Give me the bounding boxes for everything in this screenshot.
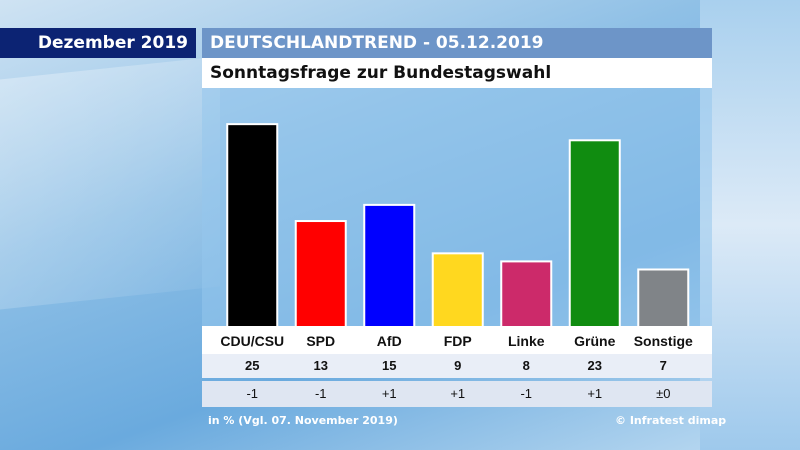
bar-fdp xyxy=(431,252,484,338)
change-label: +1 xyxy=(381,386,397,401)
value-label: 8 xyxy=(522,358,530,373)
change-label: ±0 xyxy=(656,386,671,401)
change-label: +1 xyxy=(450,386,466,401)
change-label: -1 xyxy=(520,386,533,401)
party-label: Sonstige xyxy=(633,333,693,349)
change-row: -1 -1 +1 +1 -1 +1 ±0 xyxy=(202,381,712,407)
party-label: AfD xyxy=(376,333,402,349)
bar-sonstige xyxy=(637,268,690,338)
bar-linke xyxy=(500,260,553,338)
party-label: FDP xyxy=(443,333,472,349)
party-label-row: CDU/CSU SPD AfD FDP Linke Grüne Sonstige xyxy=(202,326,712,354)
change-label: -1 xyxy=(246,386,259,401)
change-label: -1 xyxy=(314,386,327,401)
party-label: SPD xyxy=(306,333,336,349)
value-label: 25 xyxy=(245,358,260,373)
background-right-panel xyxy=(700,0,800,450)
value-label: 13 xyxy=(313,358,328,373)
value-label: 15 xyxy=(382,358,397,373)
page-title: DEUTSCHLANDTREND - 05.12.2019 xyxy=(202,28,712,58)
change-label: +1 xyxy=(587,386,603,401)
party-label: CDU/CSU xyxy=(220,333,285,349)
value-row: 25 13 15 9 8 23 7 xyxy=(202,354,712,378)
bar-chart xyxy=(226,123,690,338)
chart-subtitle: Sonntagsfrage zur Bundestagswahl xyxy=(202,58,712,88)
footnote: in % (Vgl. 07. November 2019) xyxy=(208,414,398,427)
results-table: CDU/CSU SPD AfD FDP Linke Grüne Sonstige… xyxy=(202,326,712,407)
party-label: Linke xyxy=(507,333,545,349)
date-label: Dezember 2019 xyxy=(0,28,196,58)
bar-cdu-csu xyxy=(226,123,279,338)
bar-spd xyxy=(294,220,347,338)
value-label: 9 xyxy=(454,358,462,373)
source-credit: © Infratest dimap xyxy=(615,414,727,427)
bar-afd xyxy=(363,203,416,338)
value-label: 23 xyxy=(587,358,602,373)
bar-gr-ne xyxy=(568,139,621,338)
background-stripe xyxy=(0,56,220,314)
party-label: Grüne xyxy=(574,333,616,349)
value-label: 7 xyxy=(659,358,667,373)
